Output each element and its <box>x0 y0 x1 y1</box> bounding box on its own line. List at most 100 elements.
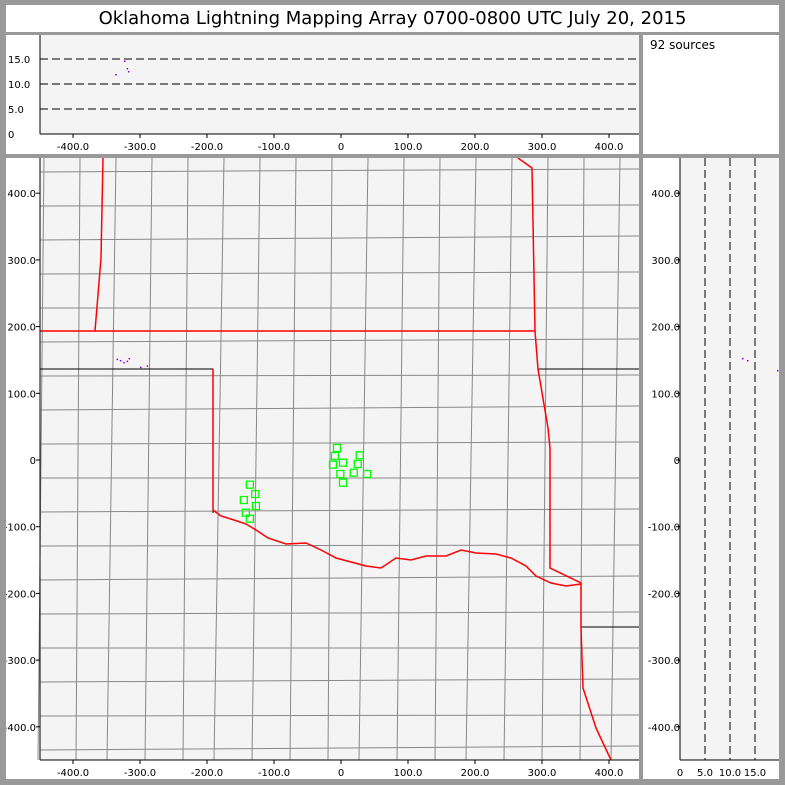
y-tick-label: 200.0 <box>651 323 680 334</box>
lma-station <box>251 501 261 511</box>
source-point <box>127 71 130 73</box>
y-tick-label: -100.0 <box>6 523 36 534</box>
source-point <box>747 359 749 362</box>
y-tick-label: -300.0 <box>648 656 680 667</box>
x-tick-label: -100.0 <box>258 768 290 779</box>
source-point <box>742 357 744 360</box>
x-tick-label: 400.0 <box>595 768 624 779</box>
y-tick-label: 0 <box>30 456 36 467</box>
county-line <box>39 714 639 717</box>
county-line <box>213 158 225 761</box>
lma-station <box>245 480 255 489</box>
lma-station <box>245 514 255 523</box>
y-tick-label: 100.0 <box>651 389 680 400</box>
state-border-red <box>517 158 612 761</box>
source-point <box>126 68 129 70</box>
county-line <box>39 678 639 683</box>
x-tick-label: 100.0 <box>394 768 423 779</box>
lma-station <box>328 460 338 469</box>
y-tick-label: 10.0 <box>8 80 30 91</box>
county-line <box>75 158 81 761</box>
county-line <box>39 405 639 411</box>
county-line <box>396 158 405 761</box>
x-tick-label: 400.0 <box>595 142 624 153</box>
county-line <box>39 441 639 445</box>
altitude-panel: 0 5.0 10.0 15.0 -400.0 -300.0 -200.0 -100.0 0 100… <box>6 35 639 154</box>
y-tick-label: 400.0 <box>651 189 680 200</box>
county-line <box>39 204 639 207</box>
x-tick-label: 200.0 <box>461 142 490 153</box>
county-line <box>503 158 513 761</box>
x-tick-label: -400.0 <box>57 142 89 153</box>
source-point <box>115 74 117 76</box>
y-tick-label: 300.0 <box>7 256 36 267</box>
lma-station <box>239 495 249 505</box>
x-tick-label: 5.0 <box>697 768 713 779</box>
x-tick-label: 200.0 <box>461 768 490 779</box>
lma-station <box>338 478 348 487</box>
county-line <box>289 158 297 761</box>
x-tick-label: 300.0 <box>528 768 557 779</box>
lma-station <box>349 468 358 477</box>
source-count: 92 sources <box>650 38 716 52</box>
y-tick-label: 15.0 <box>8 55 30 66</box>
source-point <box>123 60 126 62</box>
source-point <box>116 358 119 361</box>
chart-title: Oklahoma Lightning Mapping Array 0700-08… <box>6 5 779 32</box>
lma-station <box>336 469 345 479</box>
y-tick-label: -300.0 <box>6 656 36 667</box>
y-tick-label: 200.0 <box>7 323 36 334</box>
source-point <box>123 361 125 364</box>
plan-view-map: 400.0 300.0 200.0 100.0 0 -100.0 -200.0 -300.0 -… <box>6 158 639 779</box>
lma-station <box>338 458 348 467</box>
y-tick-label: 100.0 <box>7 389 36 400</box>
county-line <box>610 158 621 761</box>
y-tick-label: -200.0 <box>6 589 36 600</box>
y-tick-label: -400.0 <box>6 723 36 734</box>
source-point <box>119 359 122 362</box>
county-line <box>327 158 333 761</box>
x-tick-label: 15.0 <box>744 768 766 779</box>
lma-station <box>251 489 260 499</box>
county-line <box>251 158 261 761</box>
x-tick-label: 300.0 <box>528 142 557 153</box>
x-tick-label: 10.0 <box>719 768 741 779</box>
lma-station <box>355 451 364 460</box>
county-line <box>39 235 639 241</box>
y-tick-label: -100.0 <box>648 523 680 534</box>
source-point <box>146 365 149 367</box>
county-line <box>39 745 639 751</box>
x-tick-label: -400.0 <box>57 768 89 779</box>
side-altitude-plot: 400.0 300.0 200.0 100.0 0 -100.0 -200.0 -300.0 -… <box>648 158 779 779</box>
county-line <box>39 544 639 547</box>
x-tick-label: -300.0 <box>124 142 156 153</box>
info-panel: 92 sources <box>643 35 779 154</box>
x-tick-label: 0 <box>677 768 683 779</box>
county-line <box>39 611 639 615</box>
county-line <box>39 338 639 343</box>
county-line <box>465 158 477 761</box>
source-point <box>777 369 779 372</box>
y-tick-label: 0 <box>8 130 14 141</box>
source-point <box>128 357 131 360</box>
y-tick-label: -200.0 <box>648 589 680 600</box>
x-tick-label: -200.0 <box>191 142 223 153</box>
lma-station <box>362 469 372 479</box>
lma-station <box>353 459 362 469</box>
red-river-border <box>212 369 582 587</box>
x-tick-label: -300.0 <box>124 768 156 779</box>
county-line <box>39 508 639 513</box>
x-tick-label: -200.0 <box>191 768 223 779</box>
county-line <box>182 158 189 761</box>
county-line <box>579 158 585 761</box>
y-tick-label: -400.0 <box>648 723 680 734</box>
y-tick-label: 5.0 <box>8 105 24 116</box>
county-line <box>541 158 549 761</box>
x-tick-label: 0 <box>338 142 344 153</box>
source-point <box>140 366 142 369</box>
x-tick-label: 100.0 <box>394 142 423 153</box>
source-point <box>126 360 129 363</box>
altitude-plot: 0 5.0 10.0 15.0 -400.0 -300.0 -200.0 -100.0 0 100… <box>8 35 639 153</box>
county-line <box>39 271 639 275</box>
y-tick-label: 0 <box>674 456 680 467</box>
